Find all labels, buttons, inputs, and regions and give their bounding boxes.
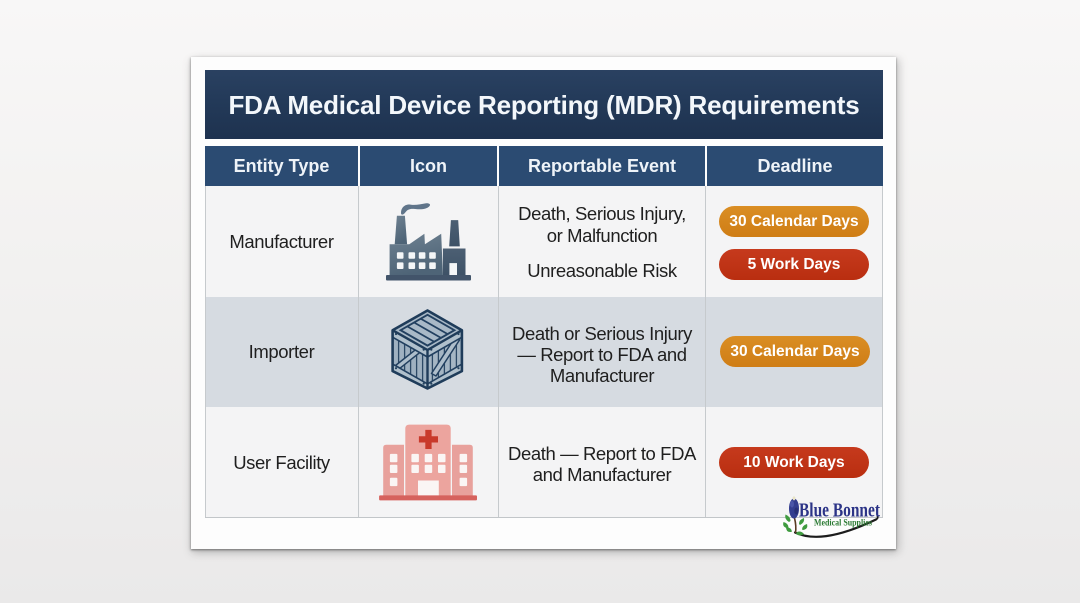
- svg-text:Blue Bonnet: Blue Bonnet: [799, 500, 880, 522]
- svg-text:Medical Supplies: Medical Supplies: [814, 518, 872, 528]
